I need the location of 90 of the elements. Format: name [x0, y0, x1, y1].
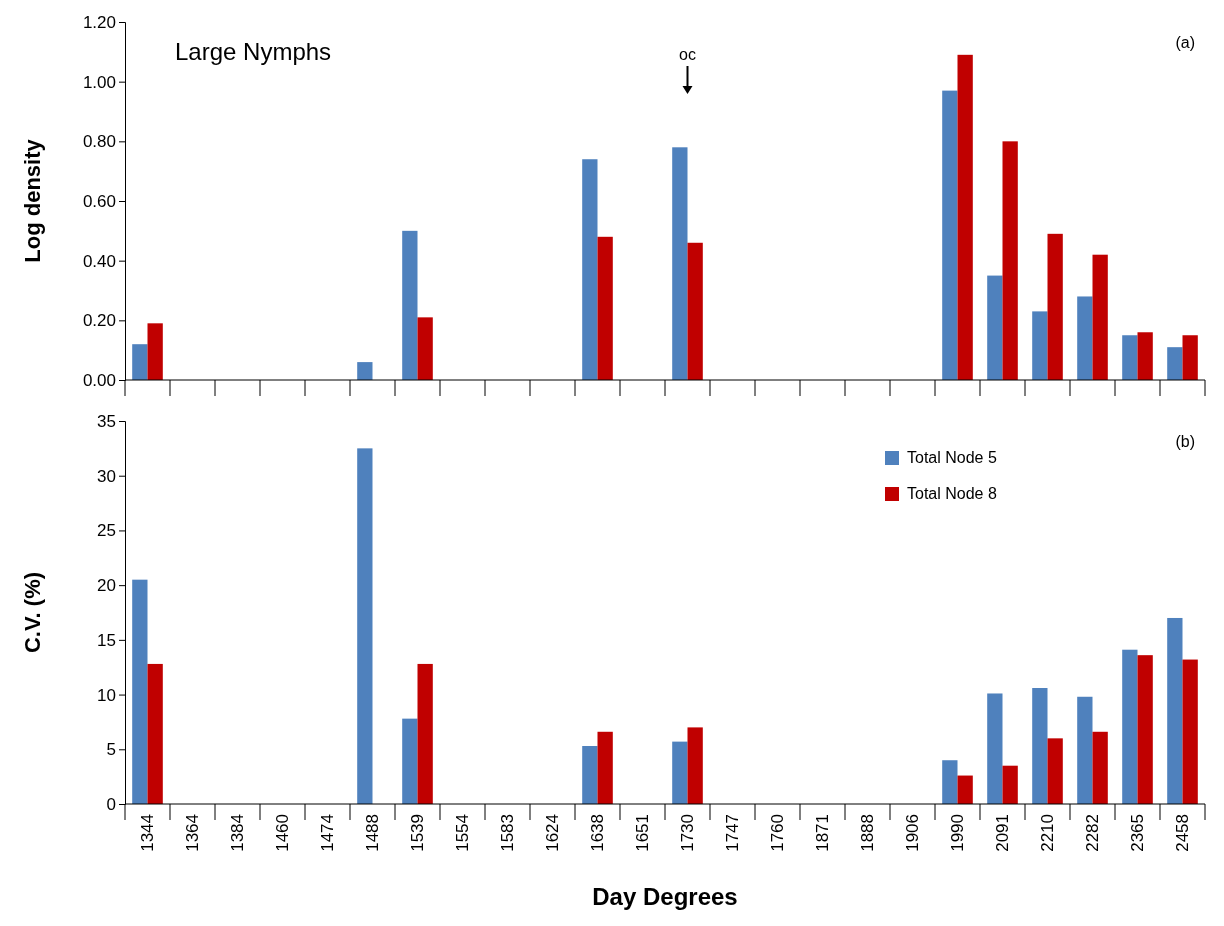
- bar: [687, 727, 703, 804]
- bar: [1092, 731, 1108, 804]
- bar: [1122, 335, 1138, 380]
- bar: [987, 693, 1003, 804]
- bar: [957, 54, 973, 380]
- y-axis-title: C.V. (%): [20, 571, 45, 654]
- annotation: Large Nymphs: [175, 38, 332, 65]
- bar: [1077, 696, 1093, 804]
- bar: [582, 159, 598, 380]
- bar: [402, 230, 418, 380]
- bar: [942, 760, 958, 804]
- x-tick-label: 1460: [273, 814, 293, 852]
- annotation: (a): [1175, 34, 1195, 51]
- bar: [357, 362, 373, 380]
- bar: [687, 242, 703, 380]
- bar: [1002, 141, 1018, 380]
- bar: [1137, 332, 1153, 380]
- bar: [1122, 649, 1138, 804]
- x-tick-label: 1488: [363, 814, 383, 852]
- bar: [942, 90, 958, 380]
- bar: [672, 147, 688, 380]
- bar: [357, 448, 373, 804]
- x-tick-label: 1384: [228, 814, 248, 852]
- x-tick-label: 1651: [633, 814, 653, 852]
- y-tick-label: 5: [106, 740, 116, 760]
- legend-label: Total Node 5: [907, 449, 997, 466]
- x-tick-label: 1364: [183, 814, 203, 852]
- bar: [1047, 738, 1063, 804]
- y-tick-label: 0.60: [82, 191, 116, 211]
- x-tick-label: 1474: [318, 814, 338, 852]
- y-axis-title: Log density: [20, 138, 45, 263]
- x-tick-label: 1344: [138, 814, 158, 852]
- bar: [1032, 688, 1048, 804]
- y-tick-label: 15: [97, 630, 116, 650]
- bar: [1182, 659, 1198, 804]
- bar: [1032, 311, 1048, 380]
- x-tick-label: 1554: [453, 814, 473, 852]
- x-tick-label: 1871: [813, 814, 833, 852]
- bar: [1182, 335, 1198, 380]
- bar: [1002, 765, 1018, 804]
- x-tick-label: 2458: [1173, 814, 1193, 852]
- bar: [1137, 655, 1153, 804]
- y-tick-label: 25: [97, 521, 116, 541]
- bar: [597, 236, 613, 380]
- x-tick-label: 1730: [678, 814, 698, 852]
- y-tick-label: 0.80: [82, 132, 116, 152]
- x-tick-label: 1990: [948, 814, 968, 852]
- x-tick-label: 1624: [543, 814, 563, 852]
- y-tick-label: 1.20: [82, 12, 116, 32]
- y-tick-label: 0: [106, 794, 116, 814]
- x-tick-label: 1760: [768, 814, 788, 852]
- x-tick-label: 1906: [903, 814, 923, 852]
- bar: [1167, 617, 1183, 804]
- bar: [672, 741, 688, 804]
- x-tick-label: 1888: [858, 814, 878, 852]
- bar: [147, 663, 163, 804]
- y-tick-label: 35: [97, 411, 116, 431]
- bar: [987, 275, 1003, 380]
- bar: [417, 663, 433, 804]
- x-tick-label: 1539: [408, 814, 428, 852]
- y-tick-label: 30: [97, 466, 116, 486]
- annotation: oc: [679, 46, 696, 63]
- bar: [402, 718, 418, 804]
- bar: [132, 579, 148, 804]
- y-tick-label: 0.20: [82, 311, 116, 331]
- x-tick-label: 2365: [1128, 814, 1148, 852]
- legend-label: Total Node 8: [907, 485, 997, 502]
- bar: [1092, 254, 1108, 380]
- x-tick-label: 1747: [723, 814, 743, 852]
- x-tick-label: 1638: [588, 814, 608, 852]
- bar: [597, 731, 613, 804]
- y-tick-label: 1.00: [82, 72, 116, 92]
- x-tick-label: 2282: [1083, 814, 1103, 852]
- y-tick-label: 0.00: [82, 370, 116, 390]
- x-tick-label: 2091: [993, 814, 1013, 852]
- x-tick-label: 1583: [498, 814, 518, 852]
- bar: [417, 317, 433, 380]
- y-tick-label: 10: [97, 685, 116, 705]
- y-tick-label: 20: [97, 576, 116, 596]
- x-axis-title: Day Degrees: [592, 883, 738, 910]
- bar: [1077, 296, 1093, 380]
- x-tick-label: 2210: [1038, 814, 1058, 852]
- y-tick-label: 0.40: [82, 251, 116, 271]
- annotation: (b): [1175, 433, 1195, 450]
- bar: [1047, 233, 1063, 380]
- bar: [1167, 347, 1183, 380]
- bar: [132, 344, 148, 380]
- bar: [147, 323, 163, 380]
- bar: [957, 775, 973, 804]
- bar: [582, 746, 598, 804]
